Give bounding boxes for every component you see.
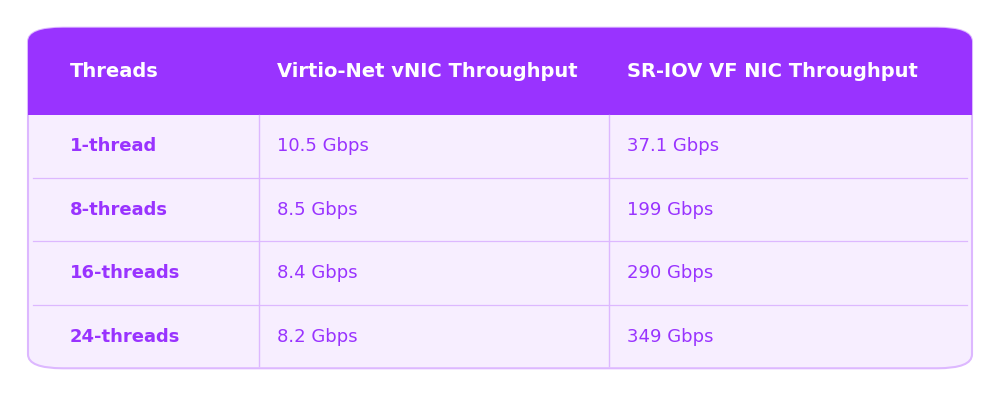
Text: SR-IOV VF NIC Throughput: SR-IOV VF NIC Throughput <box>627 62 917 81</box>
Text: 8.2 Gbps: 8.2 Gbps <box>277 327 358 346</box>
Text: 290 Gbps: 290 Gbps <box>627 264 713 282</box>
Text: 37.1 Gbps: 37.1 Gbps <box>627 137 719 155</box>
Text: Virtio-Net vNIC Throughput: Virtio-Net vNIC Throughput <box>277 62 578 81</box>
FancyBboxPatch shape <box>28 28 972 368</box>
Text: Threads: Threads <box>70 62 158 81</box>
Text: 1-thread: 1-thread <box>70 137 157 155</box>
Text: 349 Gbps: 349 Gbps <box>627 327 713 346</box>
Text: 10.5 Gbps: 10.5 Gbps <box>277 137 369 155</box>
Text: 24-threads: 24-threads <box>70 327 180 346</box>
Text: 8-threads: 8-threads <box>70 201 168 219</box>
Text: 8.5 Gbps: 8.5 Gbps <box>277 201 358 219</box>
FancyBboxPatch shape <box>28 28 972 114</box>
Text: 8.4 Gbps: 8.4 Gbps <box>277 264 358 282</box>
Text: 199 Gbps: 199 Gbps <box>627 201 713 219</box>
Text: 16-threads: 16-threads <box>70 264 180 282</box>
Bar <box>28 71 972 114</box>
